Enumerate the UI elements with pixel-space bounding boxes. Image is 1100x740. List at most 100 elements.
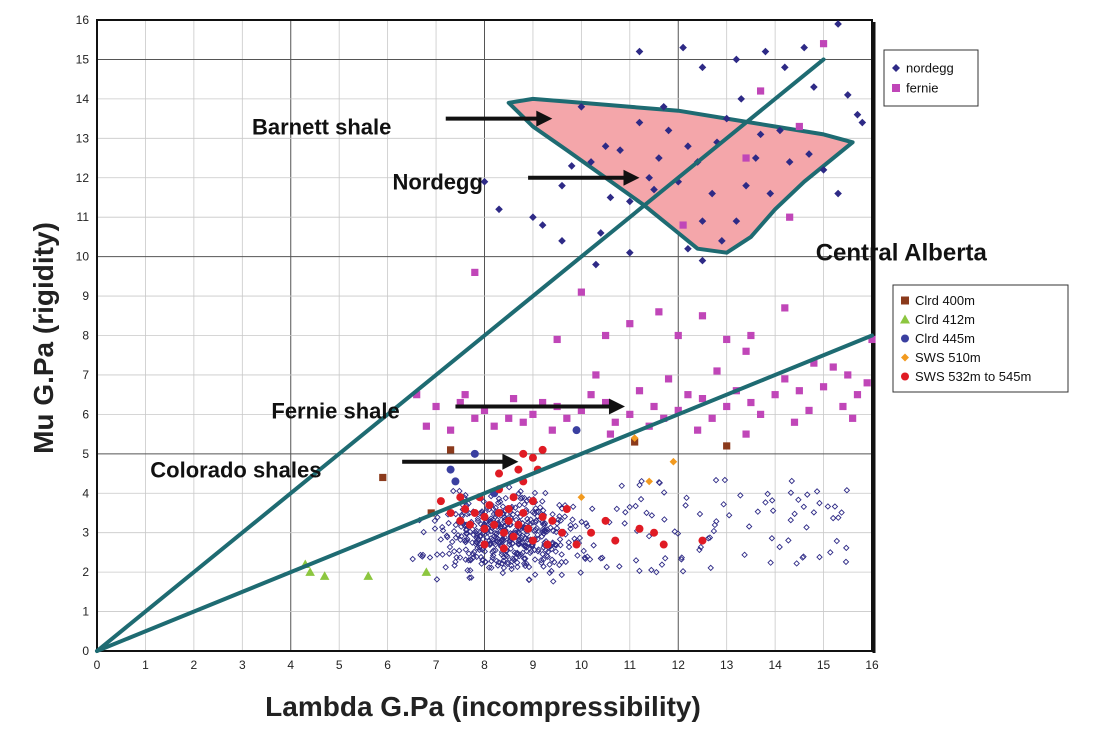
point-fernie [509,395,518,403]
outline-point [800,503,808,511]
point-sws-532m-to-545m [528,497,537,506]
outline-point [453,554,460,561]
point-nordegg [679,43,687,52]
outline-point [557,541,564,549]
point-fernie [601,398,610,407]
point-fernie [577,288,585,296]
point-fernie [674,406,682,415]
outline-point [632,502,639,510]
point-clrd-412m [363,571,374,580]
outline-point [443,532,451,540]
point-sws-510m [645,477,653,486]
legend-top: nordegg fernie [883,49,979,107]
point-nordegg [567,162,576,170]
outline-point [831,503,839,510]
y-tick-label: 15 [76,52,90,66]
outline-point [457,523,465,530]
outline-point [498,560,506,567]
outline-point [523,497,531,504]
point-fernie [756,410,765,418]
outline-point [574,552,581,559]
point-sws-532m-to-545m [446,508,455,517]
point-fernie [698,395,707,403]
outline-point [514,563,521,571]
outline-point [660,489,668,496]
point-sws-510m [577,493,586,501]
outline-point [483,533,491,541]
outline-point [558,571,566,579]
outline-point [507,545,515,552]
reference-line-2 [95,333,874,653]
x-tick-label: 10 [575,658,589,672]
outline-point [626,503,633,511]
point-fernie [747,331,755,340]
outline-point [621,520,628,527]
point-sws-532m-to-545m [538,512,547,521]
legend-marker-nordegg [892,64,900,72]
outline-point [754,508,762,515]
point-sws-532m-to-545m [495,508,504,517]
point-nordegg [626,248,634,257]
point-sws-532m-to-545m [519,508,528,517]
outline-point [474,515,482,522]
outline-point [458,533,465,540]
outline-point [682,502,689,509]
outline-point [712,476,720,484]
point-nordegg [732,217,741,225]
outline-point [803,524,810,531]
outline-point [456,487,463,495]
point-fernie [461,391,469,399]
point-nordegg [592,260,600,269]
outline-point [643,509,650,517]
outline-point [463,526,470,533]
point-fernie [829,363,837,371]
legend-label-clrd-412m: Clrd 412m [915,312,975,327]
y-tick-label: 3 [82,526,89,540]
outline-point [550,527,557,535]
point-fernie [490,422,498,430]
outline-point [515,490,522,497]
outline-point [515,541,522,548]
outline-point [551,558,558,566]
point-fernie [747,398,755,407]
outline-point [556,561,563,569]
outline-point [745,523,753,530]
point-clrd-400m [379,473,387,482]
outline-point [586,556,594,563]
point-fernie [674,331,682,340]
outline-point [561,513,569,520]
point-nordegg [650,185,658,194]
outline-point [661,555,669,562]
outline-point [462,556,469,563]
outline-point [827,549,834,556]
outline-point [799,554,806,561]
point-nordegg [659,102,668,111]
outline-point [528,542,535,549]
outline-point [544,553,551,560]
outline-point [531,546,538,554]
point-nordegg [742,181,750,190]
reference-line-1 [95,57,826,653]
outline-point [603,563,610,571]
point-clrd-445m [446,465,455,474]
point-nordegg [834,189,842,198]
outline-point [540,563,547,570]
outline-point [558,558,565,566]
outline-point [678,554,685,561]
outline-point [569,516,576,523]
outline-point [705,535,712,542]
x-tick-label: 15 [817,658,831,672]
outline-point [622,509,629,516]
x-tick-label: 12 [672,658,686,672]
outline-point [463,510,471,518]
outline-point [456,547,463,554]
outline-point [465,500,472,507]
outline-point [813,488,821,495]
outline-point [556,536,564,543]
legend-label-sws-510m: SWS 510m [915,350,981,365]
outline-point [762,499,769,506]
outline-point [546,569,553,577]
point-nordegg [698,217,707,225]
point-fernie [819,40,828,48]
